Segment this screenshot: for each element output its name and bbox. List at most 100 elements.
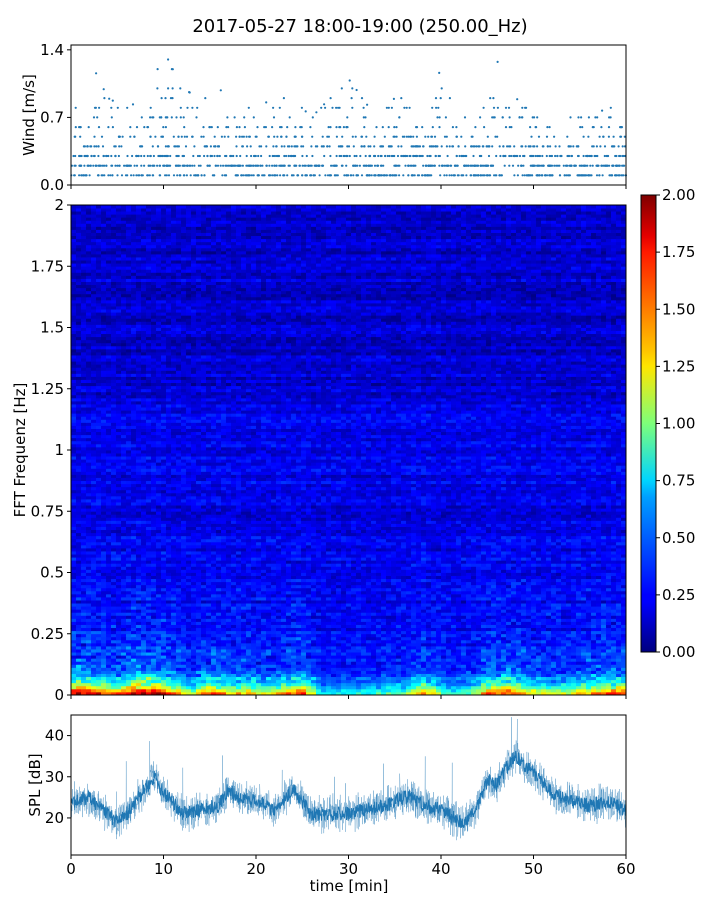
spectrogram-cell	[561, 631, 566, 634]
spectrogram-cell	[351, 637, 356, 640]
spectrogram-cell	[416, 643, 421, 646]
spectrogram-cell	[296, 652, 301, 655]
spectrogram-cell	[551, 625, 556, 628]
spectrogram-cell	[311, 625, 316, 628]
spectrogram-cell	[511, 600, 516, 603]
wind-point	[268, 174, 270, 176]
spectrogram-cell	[466, 686, 471, 689]
spectrogram-cell	[206, 603, 211, 606]
spectrogram-cell	[151, 649, 156, 652]
spectrogram-cell	[556, 652, 561, 655]
spectrogram-cell	[361, 686, 366, 689]
spectrogram-cell	[516, 661, 521, 664]
spectrogram-cell	[381, 689, 386, 692]
spectrogram-cell	[516, 689, 521, 692]
spectrogram-cell	[536, 622, 541, 625]
spectrogram-cell	[376, 606, 381, 609]
spectrogram-cell	[416, 661, 421, 664]
spectrogram-cell	[256, 631, 261, 634]
spectrogram-cell	[76, 600, 81, 603]
spectrogram-cell	[616, 640, 621, 643]
spectrogram-cell	[141, 686, 146, 689]
wind-point	[181, 136, 183, 138]
spectrogram-cell	[411, 667, 416, 670]
spectrogram-cell	[121, 643, 126, 646]
spectrogram-cell	[116, 634, 121, 637]
spectrogram-cell	[281, 643, 286, 646]
spectrogram-cell	[111, 603, 116, 606]
spectrogram-cell	[396, 652, 401, 655]
spectrogram-cell	[91, 649, 96, 652]
wind-point	[171, 116, 173, 118]
spectrogram-cell	[336, 609, 341, 612]
spectrogram-cell	[111, 686, 116, 689]
spectrogram-cell	[321, 600, 326, 603]
spectrogram-cell	[266, 631, 271, 634]
spectrogram-cell	[441, 640, 446, 643]
spectrogram-cell	[156, 643, 161, 646]
wind-point	[284, 165, 286, 167]
wind-point	[260, 145, 262, 147]
spectrogram-cell	[461, 674, 466, 677]
spectrogram-cell	[71, 661, 76, 664]
spectrogram-cell	[331, 683, 336, 686]
spectrogram-cell	[516, 677, 521, 680]
spectrogram-cell	[611, 606, 616, 609]
spectrogram-cell	[241, 671, 246, 674]
spectrogram-cell	[406, 667, 411, 670]
spectrogram-cell	[136, 637, 141, 640]
spectrogram-cell	[266, 683, 271, 686]
spectrogram-cell	[371, 677, 376, 680]
spectrogram-cell	[151, 646, 156, 649]
wind-point	[164, 97, 166, 99]
spectrogram-cell	[531, 637, 536, 640]
wind-point	[497, 61, 499, 63]
spectrogram-cell	[576, 622, 581, 625]
spectrogram-cell	[596, 683, 601, 686]
spectrogram-cell	[521, 683, 526, 686]
spectrogram-cell	[551, 634, 556, 637]
spectrogram-cell	[81, 674, 86, 677]
spectrogram-cell	[241, 677, 246, 680]
spectrogram-cell	[76, 640, 81, 643]
spectrogram-cell	[516, 664, 521, 667]
spectrogram-cell	[331, 618, 336, 621]
spectrogram-cell	[286, 652, 291, 655]
spectrogram-cell	[481, 615, 486, 618]
spectrogram-cell	[541, 680, 546, 683]
spectrogram-cell	[371, 686, 376, 689]
wind-point	[502, 155, 504, 157]
spectrogram-cell	[71, 646, 76, 649]
spectrogram-cell	[466, 680, 471, 683]
spectrogram-cell	[441, 609, 446, 612]
spectrogram-cell	[176, 634, 181, 637]
spectrogram-cell	[376, 612, 381, 615]
spectrogram-cell	[421, 680, 426, 683]
spectrogram-cell	[201, 637, 206, 640]
spectrogram-cell	[221, 686, 226, 689]
spectrogram-cell	[611, 671, 616, 674]
wind-point	[388, 107, 390, 109]
wind-point	[583, 155, 585, 157]
spectrogram-cell	[346, 677, 351, 680]
spectrogram-cell	[161, 677, 166, 680]
spectrogram-cell	[546, 606, 551, 609]
spectrogram-cell	[441, 671, 446, 674]
spectrogram-cell	[341, 622, 346, 625]
spectrogram-cell	[446, 622, 451, 625]
spectrogram-cell	[131, 628, 136, 631]
wind-point	[596, 155, 598, 157]
spectrogram-cell	[136, 680, 141, 683]
spectrogram-cell	[226, 652, 231, 655]
spectrogram-cell	[511, 640, 516, 643]
spectrogram-cell	[551, 646, 556, 649]
spectrogram-cell	[351, 674, 356, 677]
spectrogram-cell	[616, 634, 621, 637]
spectrogram-cell	[181, 634, 186, 637]
spectrogram-cell	[196, 631, 201, 634]
spectrogram-cell	[321, 664, 326, 667]
spectrogram-cell	[161, 649, 166, 652]
spectrogram-cell	[136, 649, 141, 652]
spectrogram-cell	[71, 615, 76, 618]
spectrogram-cell	[331, 652, 336, 655]
